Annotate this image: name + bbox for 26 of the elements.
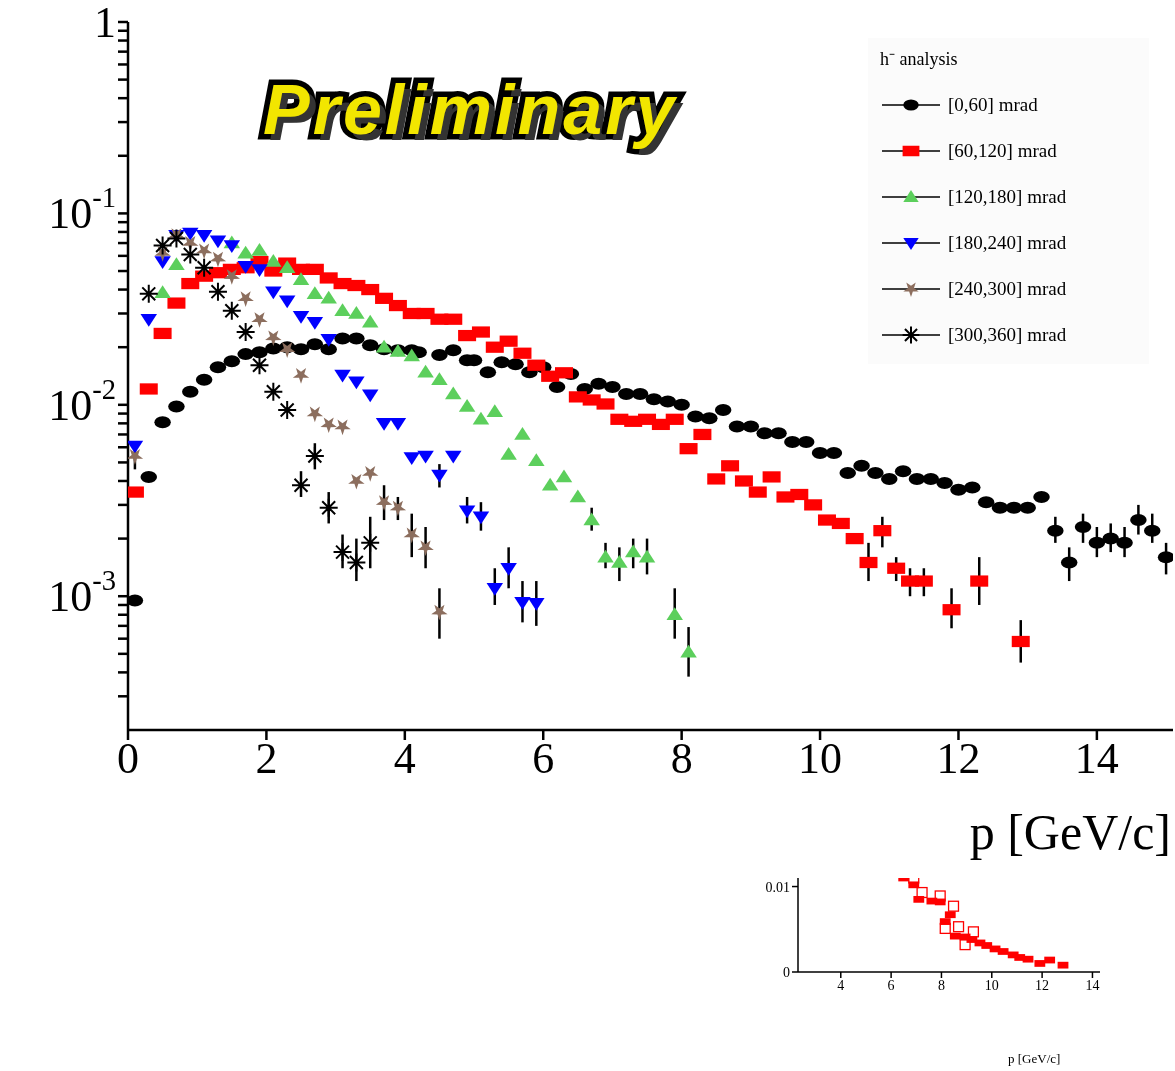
x-tick-label: 6 — [532, 734, 555, 784]
x-tick-label: 10 — [984, 977, 999, 993]
legend-title: h⁻ analysis — [880, 48, 959, 70]
legend-label: [240,300] mrad — [948, 278, 1067, 300]
y-tick-label: 0.01 — [765, 879, 790, 895]
x-tick-label: 2 — [255, 734, 278, 784]
x-tick-label: 4 — [837, 977, 845, 993]
legend-label: [300,360] mrad — [948, 324, 1067, 346]
x-tick-label: 8 — [670, 734, 693, 784]
x-tick-label: 6 — [887, 977, 895, 993]
y-tick-label: 10$^{-2}$ — [48, 373, 116, 430]
legend-label: [180,240] mrad — [948, 232, 1067, 254]
x-tick-label: 12 — [936, 734, 981, 784]
y-tick-label: 10$^{-3}$ — [48, 565, 116, 621]
x-tick-label: 14 — [1074, 734, 1119, 784]
x-tick-label: 12 — [1035, 977, 1050, 993]
x-axis-title: p [GeV/c] — [1008, 1051, 1061, 1067]
x-tick-label: 8 — [937, 977, 945, 993]
legend-label: [120,180] mrad — [948, 186, 1067, 208]
legend-label: [0,60] mrad — [948, 94, 1038, 116]
legend-label: [60,120] mrad — [948, 140, 1057, 162]
y-tick-label: 10$^{-1}$ — [48, 182, 116, 238]
x-tick-label: 10 — [798, 734, 843, 784]
x-axis-title: p [GeV/c] — [969, 803, 1171, 861]
x-tick-label: 14 — [1085, 977, 1100, 993]
x-tick-label: 4 — [393, 734, 416, 784]
